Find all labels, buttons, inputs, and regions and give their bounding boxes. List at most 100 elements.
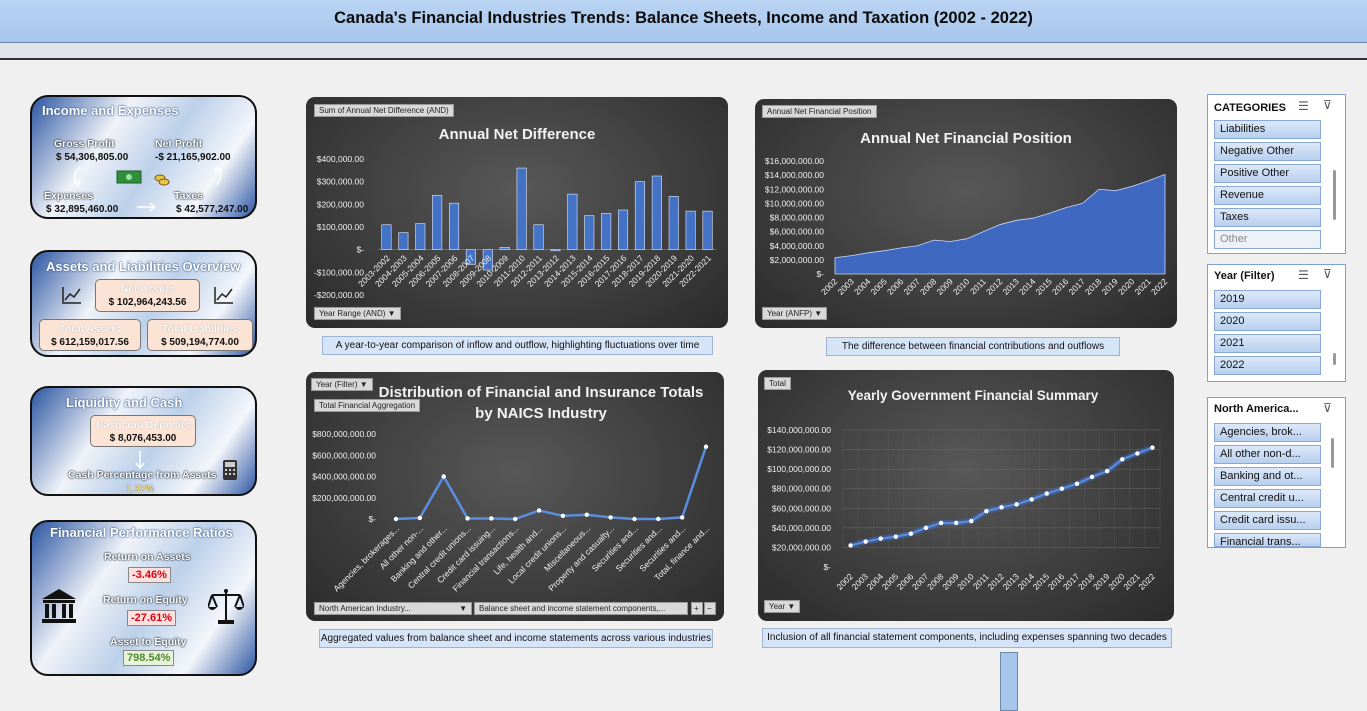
y-tick-label: $600,000,000.00 [312,450,376,460]
slicer-title: CATEGORIES [1214,102,1286,114]
year-range-filter[interactable]: Year Range (AND) ▼ [314,307,401,320]
filter-label: Balance sheet and income statement compo… [479,604,666,613]
naics-industry-filter[interactable]: North American Industry... ▼ [314,602,472,615]
ribbon-bar [0,43,1367,60]
expand-button[interactable]: + [691,602,703,615]
bar [651,175,662,250]
bar [499,247,510,250]
total-liabilities-box: Total Liabilities $ 509,194,774.00 [147,319,253,351]
slicer-item[interactable]: Financial trans... [1214,533,1321,547]
roa-label: Return on Assets [104,551,191,563]
data-point [1104,468,1110,474]
x-tick-label: 2009 [934,276,955,297]
line-series [850,446,1153,547]
multi-select-icon[interactable]: ☰ [1298,99,1309,113]
income-expenses-card: Income and Expenses Gross Profit $ 54,30… [30,95,257,219]
clear-filter-icon[interactable]: ⊽ [1323,401,1332,415]
slicer-scrollbar[interactable] [1331,438,1334,468]
slicer-item[interactable]: Negative Other [1214,142,1321,161]
y-tick-label: $400,000.00 [317,154,365,164]
x-tick-label: 2016 [1050,276,1071,297]
chart-field-tag[interactable]: Total [764,377,791,390]
slicer-item[interactable]: 2020 [1214,312,1321,331]
annual-net-financial-position-chart: Annual Net Financial Position Annual Net… [755,99,1177,328]
taxes-value: $ 42,577,247.00 [176,204,249,215]
chart-field-tag[interactable]: Total Financial Aggregation [314,399,421,412]
slicer-item[interactable]: Revenue [1214,186,1321,205]
slicer-item[interactable]: Other [1214,230,1321,249]
year-filter-dropdown[interactable]: Year (Filter) ▼ [311,378,373,391]
slicer-item[interactable]: Liabilities [1214,120,1321,139]
multi-select-icon[interactable]: ☰ [1298,268,1309,282]
data-point [938,520,944,526]
bar [516,167,527,250]
year-anfp-filter[interactable]: Year (ANFP) ▼ [762,307,828,320]
components-filter[interactable]: Balance sheet and income statement compo… [474,602,688,615]
chart-caption: Inclusion of all financial statement com… [762,628,1172,648]
chart-field-tag[interactable]: Annual Net Financial Position [762,105,877,118]
y-tick-label: $8,000,000.00 [770,213,825,223]
collapse-button[interactable]: − [704,602,716,615]
bar [634,181,645,250]
y-tick-label: $12,000,000.00 [765,184,824,194]
money-icon [116,170,142,184]
chart-plot: $400,000.00 $300,000.00 $200,000.00 $100,00… [314,154,716,300]
data-point [969,518,974,524]
data-point [560,513,566,519]
y-tick-label: $2,000,000.00 [770,255,825,265]
slicer-item[interactable]: 2021 [1214,334,1321,353]
roa-value: -3.46% [128,567,171,583]
y-tick-label: $14,000,000.00 [765,170,824,180]
slicer-scrollbar[interactable] [1333,353,1336,365]
slicer-item[interactable]: 2019 [1214,290,1321,309]
total-liabilities-value: $ 509,194,774.00 [161,337,239,348]
data-point [536,508,542,513]
data-point [608,515,613,520]
income-expenses-title: Income and Expenses [42,103,179,118]
x-tick-label: 2017 [1066,276,1087,297]
coins-icon [154,174,170,186]
y-tick-label: $20,000,000.00 [772,542,831,552]
chart-caption: A year-to-year comparison of inflow and … [322,336,713,355]
x-tick-label: 2005 [868,276,889,297]
clear-filter-icon[interactable]: ⊽ [1323,98,1332,112]
slicer-item[interactable]: Banking and ot... [1214,467,1321,486]
dashboard-header: Canada's Financial Industries Trends: Ba… [0,0,1367,43]
slicer-scrollbar[interactable] [1333,170,1336,220]
data-point [848,543,853,548]
slicer-item[interactable]: 2022 [1214,356,1321,375]
y-tick-label: $120,000,000.00 [767,445,831,455]
scales-icon [208,589,244,624]
slicer-item[interactable]: Taxes [1214,208,1321,227]
x-tick-label: 2015 [1033,276,1054,297]
chart-plot: $800,000,000.00 $600,000,000.00 $400,000,0… [312,429,711,594]
bar [550,249,561,252]
ate-value: 798.54% [123,650,175,666]
line-series [395,446,708,521]
slicer-item[interactable]: Positive Other [1214,164,1321,183]
chart-field-tag[interactable]: Sum of Annual Net Difference (AND) [314,104,454,117]
slicer-item[interactable]: Central credit u... [1214,489,1321,508]
bar [702,210,713,250]
y-tick-label: $- [816,269,824,279]
curved-arrow-icon [213,165,222,186]
slicer-item[interactable]: Credit card issu... [1214,511,1321,530]
data-point [954,520,959,526]
slicer-item[interactable]: Agencies, brok... [1214,423,1321,442]
slicer-item[interactable]: All other non-d... [1214,445,1321,464]
cash-deposits-box: Cash and Deposits $ 8,076,453.00 [90,415,196,447]
chart-plot: $16,000,000.00 $14,000,000.00 $12,000,000.… [765,156,1170,297]
y-tick-label: $- [356,245,364,255]
performance-ratios-title: Financial Performance Ratios [50,525,233,540]
curved-arrow-icon [73,166,81,188]
performance-ratios-card: Financial Performance Ratios Return on A… [30,520,257,676]
year-filter-dropdown[interactable]: Year ▼ [764,600,801,613]
data-point [1059,486,1065,491]
shape-bar [1000,652,1018,711]
y-tick-label: $200,000,000.00 [312,493,376,503]
clear-filter-icon[interactable]: ⊽ [1323,267,1332,281]
data-point [878,536,883,541]
data-point [984,509,989,514]
x-tick-label: 2022 [1149,276,1170,297]
y-tick-label: $400,000,000.00 [312,472,376,482]
